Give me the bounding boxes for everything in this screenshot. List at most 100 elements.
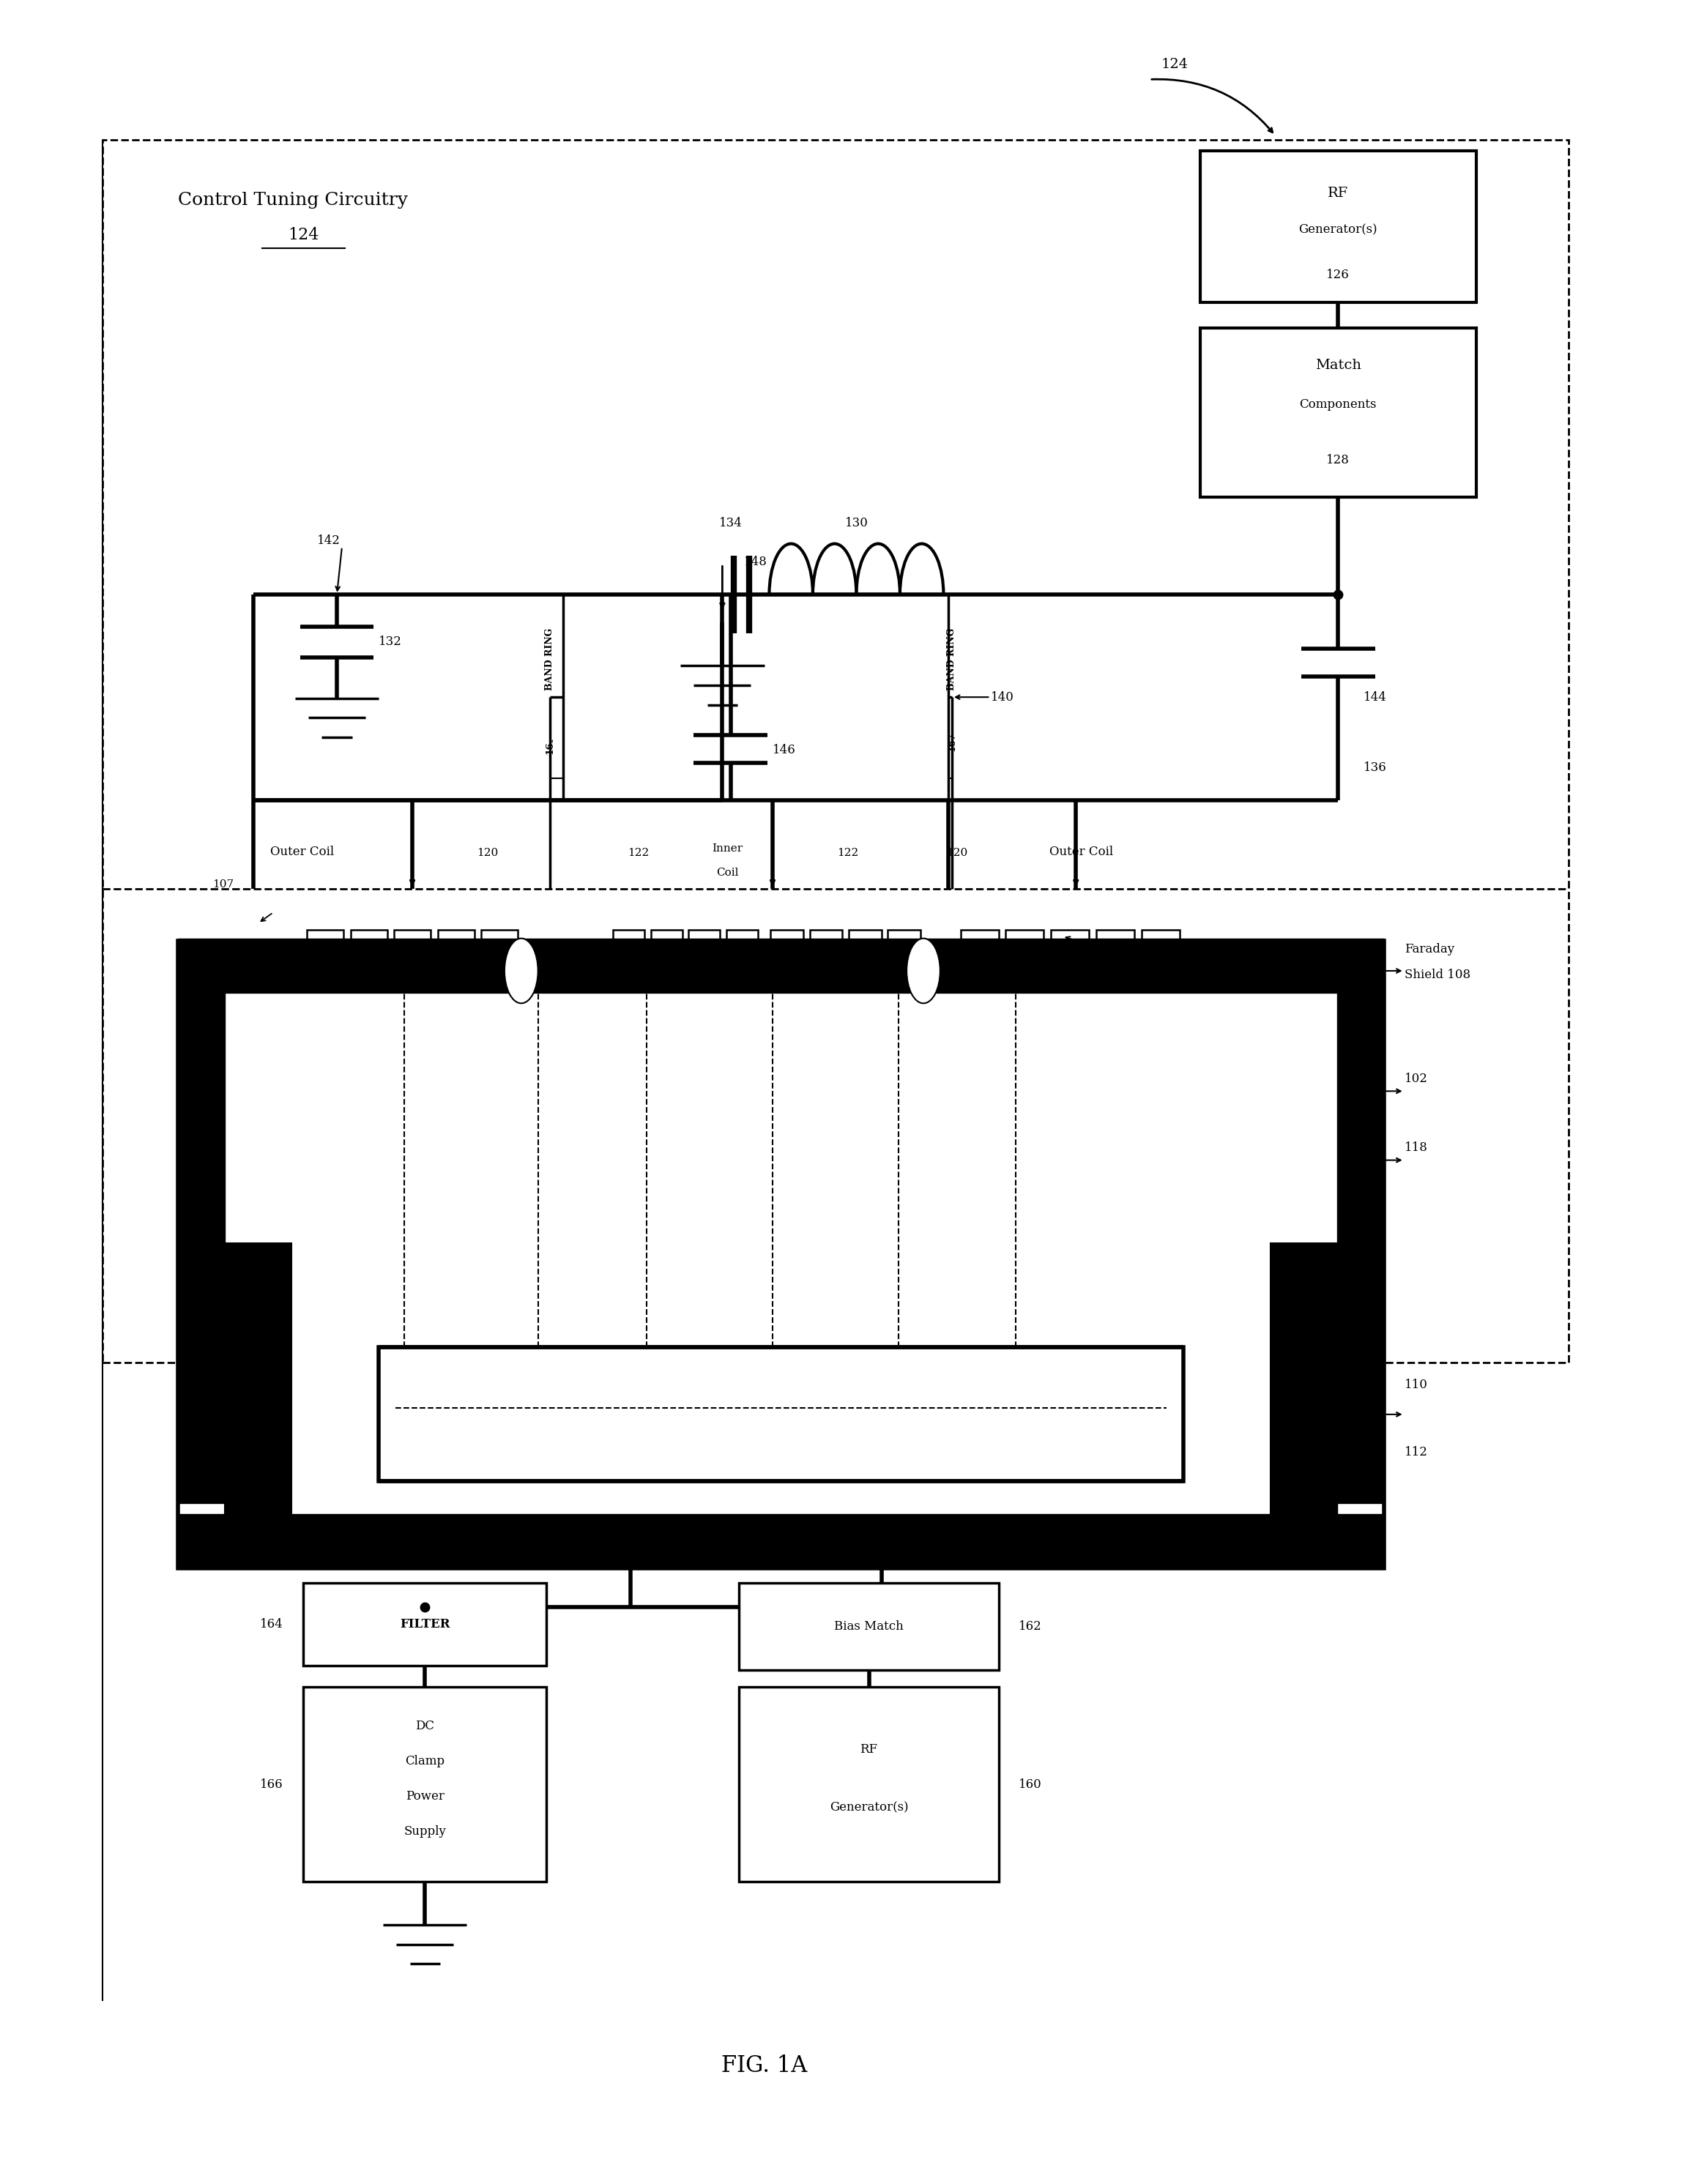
Text: 142: 142	[317, 535, 341, 546]
Text: 140: 140	[990, 690, 1014, 703]
Text: 128: 128	[1326, 454, 1350, 465]
Text: Slots: Slots	[332, 1125, 358, 1136]
Text: OC1: OC1	[270, 943, 290, 954]
Text: 167: 167	[946, 732, 957, 751]
Text: 122: 122	[628, 847, 650, 858]
Bar	[178, 1514, 1384, 1568]
Ellipse shape	[907, 939, 940, 1002]
Bar	[307, 930, 344, 970]
Text: 116: 116	[237, 1236, 259, 1247]
Text: Match: Match	[1314, 358, 1362, 371]
Text: 114: 114	[1247, 1409, 1267, 1420]
Bar	[739, 1583, 999, 1671]
Text: Bias Match: Bias Match	[834, 1621, 904, 1634]
Bar	[1336, 992, 1384, 1503]
Text: A-B: A-B	[583, 1168, 602, 1179]
Text: 120: 120	[946, 847, 968, 858]
Text: 120: 120	[477, 847, 499, 858]
Text: Faraday: Faraday	[1404, 943, 1453, 954]
Bar	[102, 140, 1569, 1363]
Bar	[770, 930, 804, 970]
Bar	[739, 1686, 999, 1883]
Text: C: C	[341, 1168, 349, 1179]
Bar	[1052, 930, 1089, 970]
Text: C: C	[953, 1168, 962, 1179]
Bar	[1006, 930, 1043, 970]
Text: Components: Components	[1299, 397, 1377, 411]
Bar	[178, 939, 1384, 992]
Bar	[563, 594, 948, 799]
Text: Inner: Inner	[712, 843, 743, 854]
Text: 122: 122	[838, 847, 858, 858]
Text: Slots: Slots	[823, 1125, 848, 1136]
Bar	[1141, 930, 1179, 970]
Text: 114: 114	[295, 1409, 315, 1420]
Text: 118: 118	[1404, 1142, 1428, 1153]
Text: Supply: Supply	[404, 1826, 446, 1837]
Text: 104: 104	[767, 1409, 794, 1422]
Text: 107: 107	[212, 880, 234, 889]
Text: 110: 110	[1404, 1378, 1428, 1391]
Text: RF: RF	[860, 1743, 879, 1756]
Bar	[887, 930, 921, 970]
Text: 136: 136	[1364, 762, 1387, 773]
Bar	[689, 930, 721, 970]
Text: 162: 162	[1019, 1621, 1041, 1634]
Text: Outer Coil: Outer Coil	[270, 845, 334, 858]
Bar	[178, 941, 1384, 1568]
Bar	[178, 992, 224, 1503]
Bar	[393, 930, 431, 970]
Bar	[351, 930, 387, 970]
Text: Shield 108: Shield 108	[1404, 970, 1470, 981]
Text: 124: 124	[288, 227, 319, 242]
Text: 112: 112	[1404, 1446, 1428, 1459]
Text: Generator(s): Generator(s)	[1299, 223, 1377, 236]
Text: 130: 130	[845, 518, 868, 529]
Bar	[848, 930, 882, 970]
Text: 148: 148	[745, 557, 768, 568]
Bar	[304, 1583, 546, 1666]
Text: 164: 164	[259, 1618, 283, 1631]
Text: 16ₓ: 16ₓ	[544, 738, 555, 753]
Bar	[726, 930, 758, 970]
Text: Clamp: Clamp	[405, 1754, 444, 1767]
Text: Slots A: Slots A	[692, 1116, 729, 1127]
Text: 124: 124	[1162, 57, 1189, 70]
Bar	[960, 930, 999, 970]
Text: Coil: Coil	[716, 867, 738, 878]
Text: BAND RING: BAND RING	[544, 629, 555, 690]
Text: Slots: Slots	[580, 1125, 605, 1136]
Bar	[378, 1348, 1184, 1481]
Text: 166: 166	[259, 1778, 283, 1791]
Text: Control Tuning Circuitry: Control Tuning Circuitry	[178, 192, 407, 210]
Bar	[651, 930, 682, 970]
Text: RF: RF	[1328, 186, 1348, 199]
Text: Outer Coil: Outer Coil	[1050, 845, 1113, 858]
Text: 160: 160	[1019, 1778, 1041, 1791]
Bar	[1270, 1243, 1336, 1524]
Text: 146: 146	[773, 745, 795, 756]
Text: 102: 102	[1404, 1072, 1428, 1085]
Bar	[1199, 328, 1477, 498]
Text: Slots: Slots	[945, 1125, 970, 1136]
Text: 134: 134	[719, 518, 743, 529]
Bar	[809, 930, 843, 970]
Text: 106: 106	[1091, 946, 1113, 957]
Text: 132: 132	[378, 636, 402, 649]
Bar	[1096, 930, 1135, 970]
Text: A-B: A-B	[826, 1168, 843, 1179]
Ellipse shape	[504, 939, 538, 1002]
Bar	[438, 930, 475, 970]
Bar	[224, 992, 1336, 1514]
Text: 144: 144	[1364, 690, 1387, 703]
Text: wafer: wafer	[1068, 1147, 1101, 1158]
Text: Power: Power	[405, 1791, 444, 1802]
Bar	[1199, 151, 1477, 301]
Text: 126: 126	[1326, 269, 1350, 282]
Bar	[612, 930, 644, 970]
Bar	[304, 1686, 546, 1883]
Text: Generator(s): Generator(s)	[829, 1802, 909, 1815]
Text: DC: DC	[416, 1719, 434, 1732]
Text: BAND RING: BAND RING	[946, 629, 957, 690]
Text: FIG. 1A: FIG. 1A	[721, 2055, 807, 2077]
